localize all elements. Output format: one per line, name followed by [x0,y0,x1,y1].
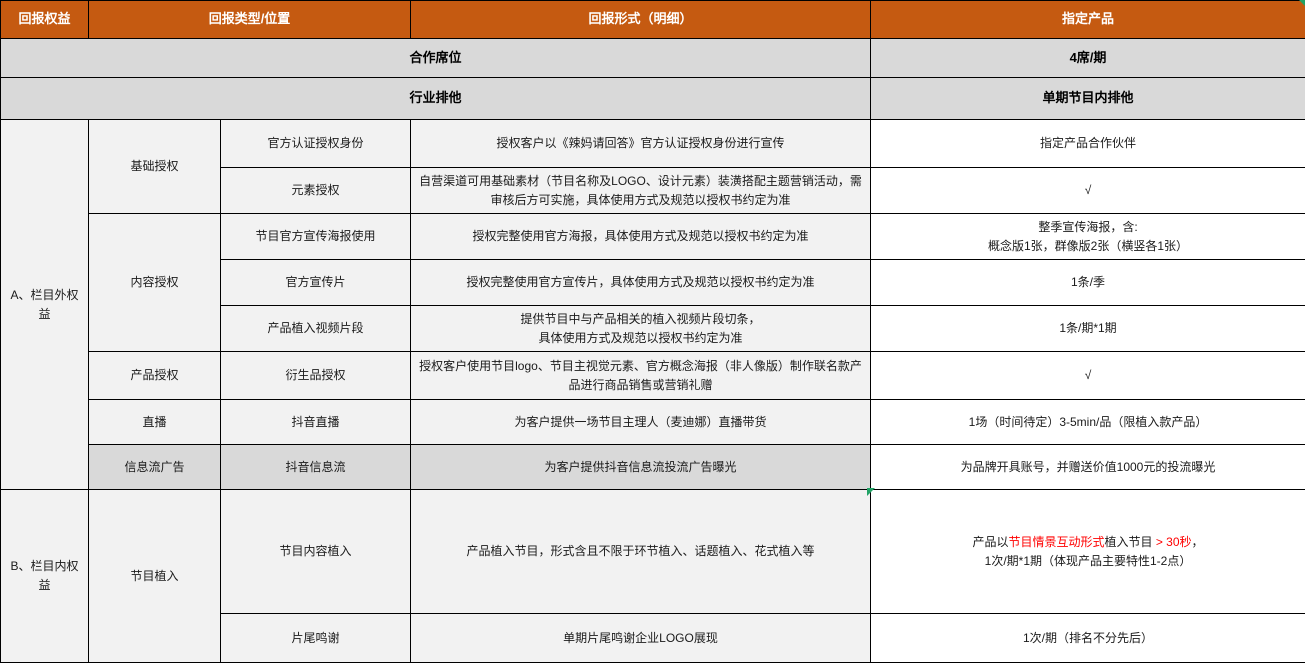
cell-pos-douyin-live: 抖音直播 [221,400,411,445]
detail-video-clip-line2: 具体使用方式及规范以授权书约定为准 [415,329,866,348]
cell-pos-poster: 节目官方宣传海报使用 [221,214,411,260]
cell-detail-video-clip: 提供节目中与产品相关的植入视频片段切条， 具体使用方式及规范以授权书约定为准 [411,306,871,352]
header-form-detail: 回报形式（明细） [411,1,871,39]
row-douyin-feed: 信息流广告 抖音信息流 为客户提供抖音信息流投流广告曝光 为品牌开具账号，并赠送… [1,445,1305,490]
cell-detail-douyin-live: 为客户提供一场节目主理人（麦迪娜）直播带货 [411,400,871,445]
detail-video-clip-line1: 提供节目中与产品相关的植入视频片段切条， [415,310,866,329]
header-row: 回报权益 回报类型/位置 回报形式（明细） 指定产品 [1,1,1305,39]
cell-product-official-identity: 指定产品合作伙伴 [871,120,1305,168]
cell-product-poster: 整季宣传海报，含: 概念版1张，群像版2张（横竖各1张） [871,214,1305,260]
summary-row-seat: 合作席位 4席/期 [1,39,1305,78]
summary-row-exclusive: 行业排他 单期节目内排他 [1,78,1305,120]
cell-pos-derivative: 衍生品授权 [221,352,411,400]
cell-detail-promo-film: 授权完整使用官方宣传片，具体使用方式及规范以授权书约定为准 [411,260,871,306]
header-type-position: 回报类型/位置 [89,1,411,39]
cell-seat-label: 合作席位 [1,39,871,78]
cell-section-b: B、栏目内权益 [1,490,89,663]
cell-detail-official-identity: 授权客户以《辣妈请回答》官方认证授权身份进行宣传 [411,120,871,168]
cell-group-product-auth: 产品授权 [89,352,221,400]
cell-pos-official-identity: 官方认证授权身份 [221,120,411,168]
cell-product-douyin-feed: 为品牌开具账号，并赠送价值1000元的投流曝光 [871,445,1305,490]
cell-detail-douyin-feed: 为客户提供抖音信息流投流广告曝光 [411,445,871,490]
cell-product-douyin-live: 1场（时间待定）3-5min/品（限植入款产品） [871,400,1305,445]
product-poster-line1: 整季宣传海报，含: [875,218,1301,237]
cell-group-live: 直播 [89,400,221,445]
cell-pos-element-auth: 元素授权 [221,168,411,214]
excel-selection-artifact-mid [867,488,875,496]
row-content-implant: B、栏目内权益 节目植入 节目内容植入 产品植入节目，形式含且不限于环节植入、话… [1,490,1305,614]
cell-section-a: A、栏目外权益 [1,120,89,490]
cell-group-content: 内容授权 [89,214,221,352]
cell-pos-credits: 片尾鸣谢 [221,614,411,663]
cell-detail-content-implant: 产品植入节目，形式含且不限于环节植入、话题植入、花式植入等 [411,490,871,614]
excel-selection-artifact-top-right [1299,0,1305,6]
cell-detail-derivative: 授权客户使用节目logo、节目主视觉元素、官方概念海报（非人像版）制作联名款产品… [411,352,871,400]
cell-product-video-clip: 1条/期*1期 [871,306,1305,352]
cell-detail-element-auth: 自营渠道可用基础素材（节目名称及LOGO、设计元素）装潢搭配主题营销活动，需审核… [411,168,871,214]
cell-product-credits: 1次/期（排名不分先后） [871,614,1305,663]
cell-seat-value: 4席/期 [871,39,1305,78]
product-content-implant-line1: 产品以节目情景互动形式植入节目 > 30秒， [875,533,1301,552]
cell-group-basic: 基础授权 [89,120,221,214]
row-poster: 内容授权 节目官方宣传海报使用 授权完整使用官方海报，具体使用方式及规范以授权书… [1,214,1305,260]
cell-detail-credits: 单期片尾鸣谢企业LOGO展现 [411,614,871,663]
row-official-identity: A、栏目外权益 基础授权 官方认证授权身份 授权客户以《辣妈请回答》官方认证授权… [1,120,1305,168]
product-poster-line2: 概念版1张，群像版2张（横竖各1张） [875,237,1301,256]
cell-group-feed: 信息流广告 [89,445,221,490]
cell-group-implant: 节目植入 [89,490,221,663]
cell-product-derivative: √ [871,352,1305,400]
cell-pos-promo-film: 官方宣传片 [221,260,411,306]
row-derivative: 产品授权 衍生品授权 授权客户使用节目logo、节目主视觉元素、官方概念海报（非… [1,352,1305,400]
cell-exclusive-label: 行业排他 [1,78,871,120]
cell-product-element-auth: √ [871,168,1305,214]
cell-product-content-implant: 产品以节目情景互动形式植入节目 > 30秒， 1次/期*1期（体现产品主要特性1… [871,490,1305,614]
header-benefit: 回报权益 [1,1,89,39]
product-content-implant-line2: 1次/期*1期（体现产品主要特性1-2点） [875,552,1301,571]
cell-product-promo-film: 1条/季 [871,260,1305,306]
row-douyin-live: 直播 抖音直播 为客户提供一场节目主理人（麦迪娜）直播带货 1场（时间待定）3-… [1,400,1305,445]
cell-detail-poster: 授权完整使用官方海报，具体使用方式及规范以授权书约定为准 [411,214,871,260]
cell-pos-content-implant: 节目内容植入 [221,490,411,614]
cell-pos-video-clip: 产品植入视频片段 [221,306,411,352]
header-product: 指定产品 [871,1,1305,39]
cell-pos-douyin-feed: 抖音信息流 [221,445,411,490]
cell-exclusive-value: 单期节目内排他 [871,78,1305,120]
